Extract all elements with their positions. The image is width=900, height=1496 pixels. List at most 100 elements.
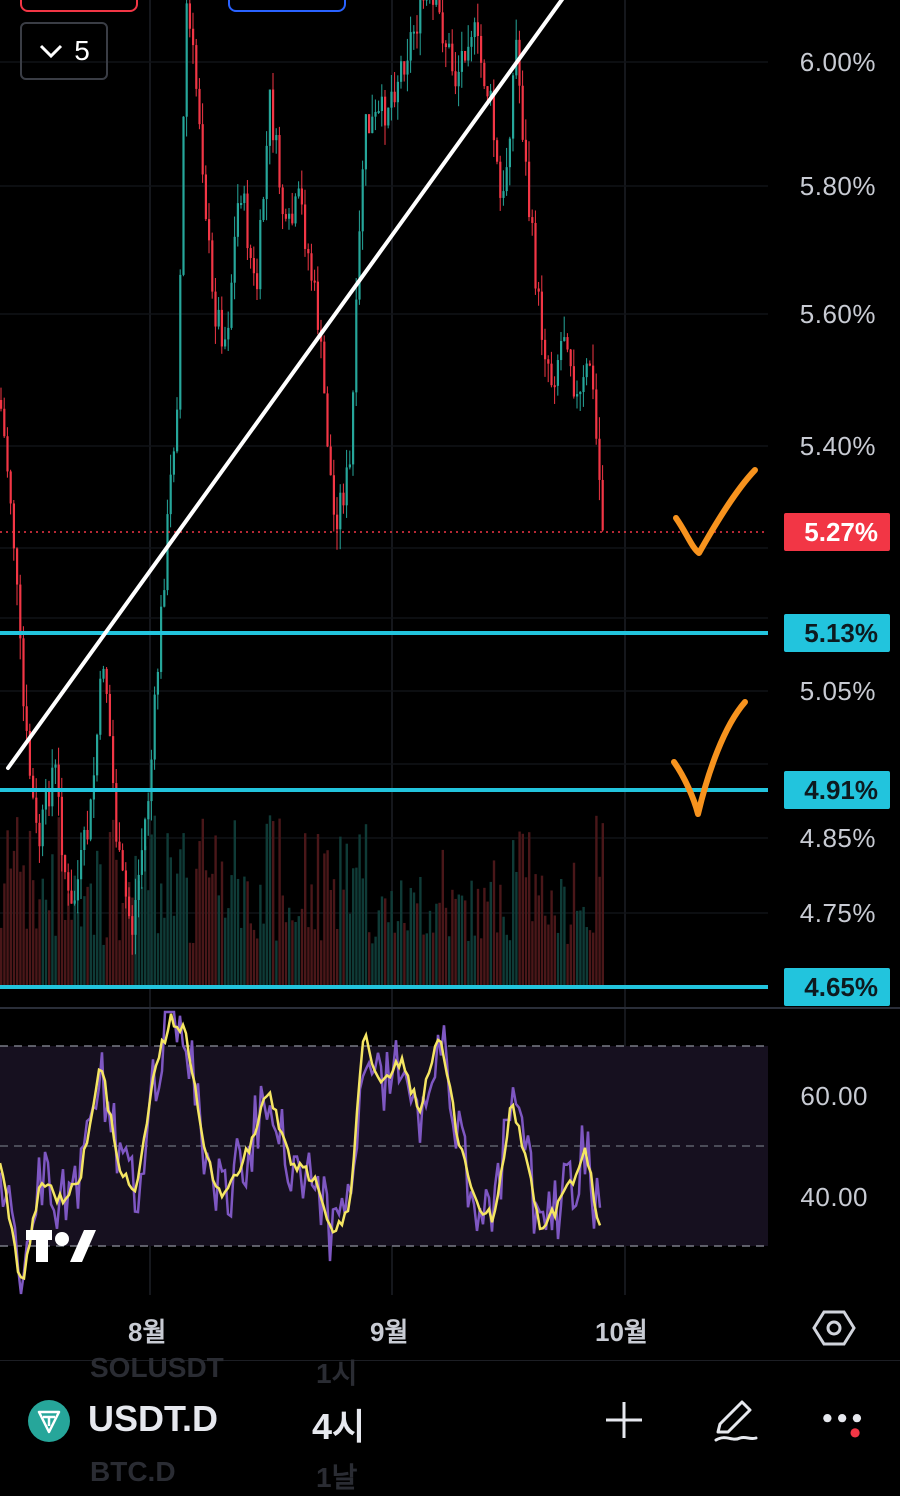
volume-bar [579,910,581,985]
trendline[interactable] [8,0,566,768]
volume-bar [19,872,21,985]
volume-bar [406,930,408,985]
volume-bar [38,899,40,985]
settings-hexagon-icon[interactable] [812,1306,856,1350]
candle-body [13,503,15,548]
volume-bar [16,817,18,985]
volume-bar [362,878,364,985]
volume-bar [422,935,424,985]
checkmark-annotation-upper [676,470,755,553]
time-axis-label: 10월 [595,1312,648,1349]
volume-bar [467,941,469,985]
candle-body [528,162,530,217]
more-icon [820,1396,868,1444]
volume-bar [282,895,284,985]
add-button[interactable] [600,1396,648,1444]
volume-bar [157,933,159,985]
candle-body [160,607,162,672]
candle-body [179,275,181,410]
drawing-tools-button[interactable] [710,1396,758,1444]
volume-bar [598,877,600,985]
volume-bar [288,908,290,985]
candle-body [448,44,450,47]
candle-body [192,29,194,45]
volume-bar [483,888,485,985]
volume-bar [528,832,530,985]
candle-body [432,0,434,5]
candle-body [522,86,524,140]
candle-body [26,706,28,731]
candle-body [134,900,136,935]
volume-bar [410,888,412,985]
time-axis-label: 9월 [370,1312,408,1349]
rsi-axis-label: 60.00 [800,1081,868,1112]
volume-bar [102,945,104,985]
candle-body [6,436,8,471]
candle-body [573,366,575,396]
watchlist-ghost-item: 1날 [316,1456,357,1496]
candle-body [397,82,399,102]
volume-bar [192,943,194,985]
candle-body [576,394,578,396]
sell-button-stub[interactable] [20,0,138,12]
volume-bar [29,831,31,985]
horizontal-line-price-tag: 5.13% [784,614,890,652]
horizontal-line-price-tag: 4.91% [784,771,890,809]
candle-body [182,117,184,275]
candle-body [339,493,341,530]
candle-body [125,870,127,896]
volume-bar [99,864,101,985]
candle-body [298,189,300,197]
collapse-indicators-button[interactable]: 5 [20,22,108,80]
volume-bar [243,877,245,985]
volume-bar [0,928,2,985]
interval-selector[interactable]: 4시 [312,1398,365,1450]
volume-bar [83,896,85,985]
candle-body [150,760,152,802]
volume-bar [166,833,168,985]
candle-body [346,467,348,505]
volume-bar [518,832,520,985]
candle-body [342,493,344,506]
candle-body [589,364,591,366]
candle-body [291,214,293,224]
candle-body [470,37,472,47]
volume-bar [93,935,95,985]
candle-body [394,92,396,103]
volume-bar [496,932,498,985]
candle-body [186,3,188,116]
watchlist-ghost-item: 1시 [316,1352,357,1392]
candle-body [525,140,527,162]
candle-body [602,480,604,530]
tradingview-logo-icon [24,1226,98,1271]
candle-body [582,377,584,392]
candle-body [195,45,197,89]
candle-body [336,515,338,530]
candle-body [509,139,511,168]
candle-body [61,797,63,855]
candle-body [400,61,402,82]
volume-bar [160,883,162,985]
candle-body [112,736,114,783]
volume-bar [211,874,213,985]
price-chart[interactable] [0,0,900,1360]
volume-bar [512,840,514,985]
volume-bar [368,932,370,985]
volume-bar [355,868,357,985]
volume-bar [592,933,594,985]
buy-button-stub[interactable] [228,0,346,12]
volume-bar [118,940,120,985]
price-axis-label: 5.60% [800,299,876,330]
volume-bar [554,915,556,985]
volume-bar [573,863,575,985]
candle-body [253,258,255,273]
volume-bar [486,902,488,985]
volume-bar [589,930,591,985]
candle-body [3,409,5,436]
volume-bar [330,890,332,985]
candle-body [22,638,24,706]
symbol-selector[interactable]: USDT.D [88,1398,218,1440]
candle-body [67,872,69,890]
candle-body [442,12,444,43]
more-button[interactable] [820,1396,868,1444]
